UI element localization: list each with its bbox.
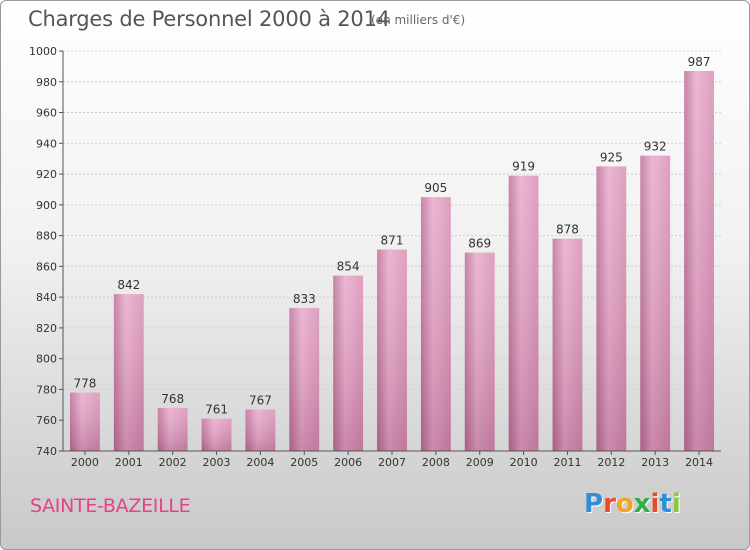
y-tick-label: 980 bbox=[36, 76, 57, 89]
proxiti-logo: Proxiti bbox=[584, 489, 681, 519]
data-label: 871 bbox=[381, 233, 404, 247]
y-tick-label: 920 bbox=[36, 168, 57, 181]
y-tick-label: 860 bbox=[36, 260, 57, 273]
bar-shade bbox=[640, 155, 671, 451]
bar-shade bbox=[157, 407, 188, 451]
data-label: 778 bbox=[73, 377, 96, 391]
logo-letter: P bbox=[584, 489, 604, 519]
bar-shade bbox=[245, 409, 276, 451]
bars bbox=[70, 71, 714, 451]
x-tick-label: 2000 bbox=[71, 456, 99, 469]
data-label: 854 bbox=[337, 260, 360, 274]
x-tick-label: 2007 bbox=[378, 456, 406, 469]
y-tick-label: 740 bbox=[36, 445, 57, 458]
x-tick-label: 2006 bbox=[334, 456, 362, 469]
data-label: 932 bbox=[644, 140, 667, 154]
y-tick-label: 880 bbox=[36, 230, 57, 243]
bar-shade bbox=[113, 294, 144, 451]
x-tick-label: 2001 bbox=[115, 456, 143, 469]
x-tick-label: 2003 bbox=[203, 456, 231, 469]
logo-letter: i bbox=[650, 489, 660, 519]
data-label: 767 bbox=[249, 393, 272, 407]
bar-shade bbox=[464, 252, 495, 451]
bar-shade bbox=[289, 307, 320, 451]
bar-shade bbox=[552, 238, 583, 451]
chart-title: Charges de Personnel 2000 à 2014 bbox=[28, 7, 390, 31]
logo-letter: o bbox=[615, 489, 634, 519]
logo-letter: x bbox=[633, 489, 651, 519]
labels: 740 760 780 800 820 840 860 880 900 920 940 960 980 1… bbox=[29, 45, 713, 469]
x-tick-label: 2002 bbox=[159, 456, 187, 469]
y-tick-label: 1000 bbox=[29, 45, 57, 58]
logo-letter: i bbox=[671, 489, 681, 519]
y-tick-label: 960 bbox=[36, 107, 57, 120]
bar-shade bbox=[333, 275, 364, 451]
x-tick-label: 2010 bbox=[510, 456, 538, 469]
bar-shade bbox=[201, 418, 232, 451]
y-tick-label: 800 bbox=[36, 353, 57, 366]
x-tick-label: 2011 bbox=[553, 456, 581, 469]
x-tick-label: 2008 bbox=[422, 456, 450, 469]
axes bbox=[59, 50, 721, 455]
data-label: 905 bbox=[424, 181, 447, 195]
data-label: 869 bbox=[468, 237, 491, 251]
unit-note: (en milliers d'€) bbox=[371, 13, 466, 27]
bar-shade bbox=[377, 249, 407, 451]
x-tick-label: 2004 bbox=[246, 456, 274, 469]
bar-shade bbox=[596, 166, 627, 451]
city-name: SAINTE-BAZEILLE bbox=[30, 495, 191, 517]
bar-shade bbox=[684, 71, 714, 451]
y-tick-label: 760 bbox=[36, 414, 57, 427]
logo-letter: r bbox=[603, 489, 616, 519]
y-tick-label: 780 bbox=[36, 383, 57, 396]
y-tick-label: 940 bbox=[36, 137, 57, 150]
bar-shade bbox=[70, 392, 100, 451]
data-label: 919 bbox=[512, 160, 535, 174]
x-tick-label: 2014 bbox=[685, 456, 713, 469]
y-tick-label: 840 bbox=[36, 291, 57, 304]
data-label: 925 bbox=[600, 150, 623, 164]
data-label: 833 bbox=[293, 292, 316, 306]
x-tick-label: 2009 bbox=[466, 456, 494, 469]
data-label: 768 bbox=[161, 392, 184, 406]
data-label: 987 bbox=[688, 55, 711, 69]
bar-shade bbox=[420, 197, 451, 451]
data-label: 761 bbox=[205, 403, 228, 417]
x-tick-label: 2012 bbox=[597, 456, 625, 469]
logo-letter: t bbox=[659, 489, 672, 519]
x-tick-label: 2013 bbox=[641, 456, 669, 469]
y-tick-label: 820 bbox=[36, 322, 57, 335]
x-tick-label: 2005 bbox=[290, 456, 318, 469]
data-label: 842 bbox=[117, 278, 140, 292]
bar-shade bbox=[508, 175, 539, 451]
data-label: 878 bbox=[556, 223, 579, 237]
y-tick-label: 900 bbox=[36, 199, 57, 212]
